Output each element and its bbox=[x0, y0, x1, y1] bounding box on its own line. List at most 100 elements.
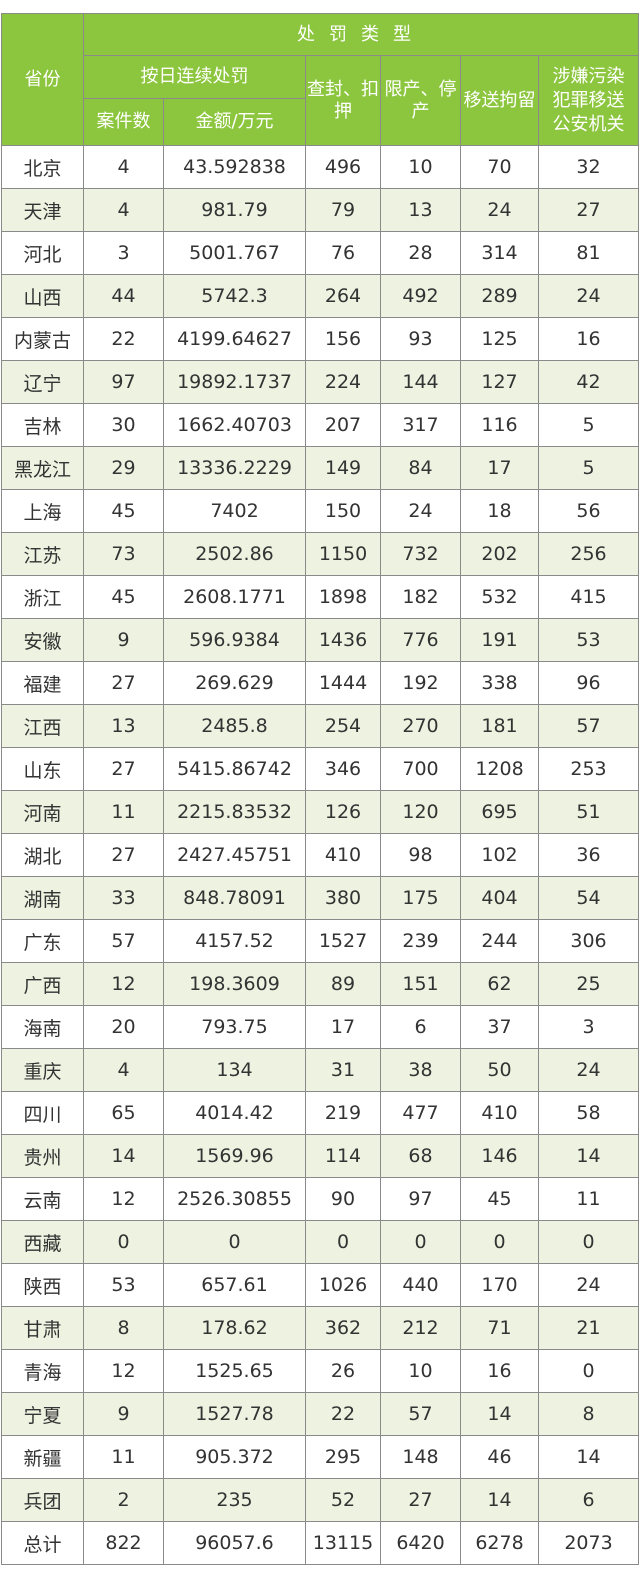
cell-detain: 695 bbox=[460, 790, 539, 834]
cell-province: 湖北 bbox=[1, 833, 84, 877]
cell-detain: 202 bbox=[460, 532, 539, 576]
cell-limit: 98 bbox=[380, 833, 461, 877]
cell-amount: 905.372 bbox=[163, 1435, 306, 1479]
table-row: 四川 65 4014.42 219 477 410 58 bbox=[1, 1091, 639, 1135]
header-detain: 移送拘留 bbox=[460, 55, 539, 146]
cell-amount: 4157.52 bbox=[163, 919, 306, 963]
cell-seal: 207 bbox=[305, 403, 381, 447]
cell-detain: 14 bbox=[460, 1392, 539, 1436]
cell-criminal: 53 bbox=[538, 618, 639, 662]
cell-amount: 1569.96 bbox=[163, 1134, 306, 1178]
cell-seal: 224 bbox=[305, 360, 381, 404]
cell-province: 海南 bbox=[1, 1005, 84, 1049]
cell-criminal: 306 bbox=[538, 919, 639, 963]
cell-criminal: 0 bbox=[538, 1220, 639, 1264]
cell-limit: 477 bbox=[380, 1091, 461, 1135]
cell-seal: 150 bbox=[305, 489, 381, 533]
cell-criminal: 6 bbox=[538, 1478, 639, 1522]
cell-detain: 181 bbox=[460, 704, 539, 748]
table-row: 河北 3 5001.767 76 28 314 81 bbox=[1, 231, 639, 275]
cell-limit: 27 bbox=[380, 1478, 461, 1522]
cell-amount: 981.79 bbox=[163, 188, 306, 232]
cell-amount: 96057.6 bbox=[163, 1521, 306, 1565]
cell-criminal: 32 bbox=[538, 145, 639, 189]
cell-detain: 244 bbox=[460, 919, 539, 963]
cell-limit: 120 bbox=[380, 790, 461, 834]
cell-detain: 410 bbox=[460, 1091, 539, 1135]
cell-seal: 17 bbox=[305, 1005, 381, 1049]
cell-criminal: 11 bbox=[538, 1177, 639, 1221]
cell-seal: 362 bbox=[305, 1306, 381, 1350]
cell-cases: 12 bbox=[83, 962, 164, 1006]
cell-amount: 657.61 bbox=[163, 1263, 306, 1307]
cell-detain: 125 bbox=[460, 317, 539, 361]
cell-criminal: 415 bbox=[538, 575, 639, 619]
cell-detain: 50 bbox=[460, 1048, 539, 1092]
cell-detain: 17 bbox=[460, 446, 539, 490]
cell-criminal: 51 bbox=[538, 790, 639, 834]
cell-amount: 1525.65 bbox=[163, 1349, 306, 1393]
cell-criminal: 54 bbox=[538, 876, 639, 920]
table-row: 黑龙江 29 13336.2229 149 84 17 5 bbox=[1, 446, 639, 490]
cell-criminal: 14 bbox=[538, 1134, 639, 1178]
table-row: 江苏 73 2502.86 1150 732 202 256 bbox=[1, 532, 639, 576]
cell-seal: 1026 bbox=[305, 1263, 381, 1307]
cell-amount: 235 bbox=[163, 1478, 306, 1522]
cell-seal: 149 bbox=[305, 446, 381, 490]
cell-cases: 9 bbox=[83, 1392, 164, 1436]
cell-cases: 2 bbox=[83, 1478, 164, 1522]
cell-criminal: 8 bbox=[538, 1392, 639, 1436]
table-row: 陕西 53 657.61 1026 440 170 24 bbox=[1, 1263, 639, 1307]
cell-province: 新疆 bbox=[1, 1435, 84, 1479]
cell-province: 山东 bbox=[1, 747, 84, 791]
cell-amount: 13336.2229 bbox=[163, 446, 306, 490]
cell-amount: 5742.3 bbox=[163, 274, 306, 318]
cell-province: 吉林 bbox=[1, 403, 84, 447]
cell-province: 天津 bbox=[1, 188, 84, 232]
cell-amount: 1527.78 bbox=[163, 1392, 306, 1436]
cell-amount: 198.3609 bbox=[163, 962, 306, 1006]
cell-limit: 732 bbox=[380, 532, 461, 576]
cell-amount: 2502.86 bbox=[163, 532, 306, 576]
cell-province: 江西 bbox=[1, 704, 84, 748]
cell-cases: 14 bbox=[83, 1134, 164, 1178]
table-row: 辽宁 97 19892.1737 224 144 127 42 bbox=[1, 360, 639, 404]
cell-cases: 45 bbox=[83, 575, 164, 619]
cell-criminal: 14 bbox=[538, 1435, 639, 1479]
cell-cases: 4 bbox=[83, 188, 164, 232]
cell-seal: 26 bbox=[305, 1349, 381, 1393]
cell-seal: 219 bbox=[305, 1091, 381, 1135]
cell-cases: 11 bbox=[83, 790, 164, 834]
table-row: 西藏 0 0 0 0 0 0 bbox=[1, 1220, 639, 1264]
cell-cases: 45 bbox=[83, 489, 164, 533]
cell-criminal: 24 bbox=[538, 1048, 639, 1092]
table-row: 重庆 4 134 31 38 50 24 bbox=[1, 1048, 639, 1092]
cell-detain: 170 bbox=[460, 1263, 539, 1307]
table-row: 北京 4 43.592838 496 10 70 32 bbox=[1, 145, 639, 189]
table-row: 河南 11 2215.83532 126 120 695 51 bbox=[1, 790, 639, 834]
cell-limit: 182 bbox=[380, 575, 461, 619]
cell-seal: 0 bbox=[305, 1220, 381, 1264]
cell-detain: 62 bbox=[460, 962, 539, 1006]
cell-province: 西藏 bbox=[1, 1220, 84, 1264]
cell-seal: 1444 bbox=[305, 661, 381, 705]
table-row: 山东 27 5415.86742 346 700 1208 253 bbox=[1, 747, 639, 791]
cell-amount: 793.75 bbox=[163, 1005, 306, 1049]
cell-detain: 338 bbox=[460, 661, 539, 705]
cell-amount: 5001.767 bbox=[163, 231, 306, 275]
cell-limit: 700 bbox=[380, 747, 461, 791]
cell-limit: 97 bbox=[380, 1177, 461, 1221]
cell-limit: 175 bbox=[380, 876, 461, 920]
cell-cases: 3 bbox=[83, 231, 164, 275]
cell-province: 宁夏 bbox=[1, 1392, 84, 1436]
cell-criminal: 42 bbox=[538, 360, 639, 404]
cell-limit: 24 bbox=[380, 489, 461, 533]
cell-seal: 496 bbox=[305, 145, 381, 189]
cell-seal: 264 bbox=[305, 274, 381, 318]
cell-province: 北京 bbox=[1, 145, 84, 189]
cell-detain: 16 bbox=[460, 1349, 539, 1393]
cell-cases: 27 bbox=[83, 747, 164, 791]
cell-cases: 12 bbox=[83, 1177, 164, 1221]
cell-criminal: 24 bbox=[538, 274, 639, 318]
header-province: 省份 bbox=[1, 13, 84, 146]
